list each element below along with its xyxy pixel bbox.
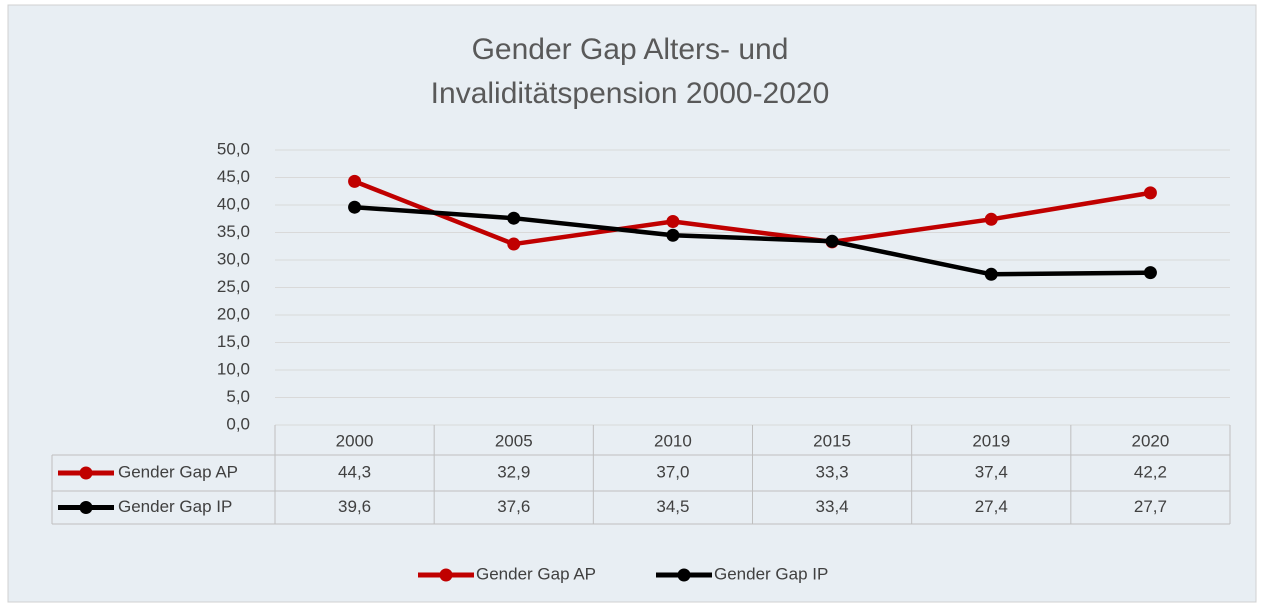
x-tick-label: 2019 (972, 431, 1010, 450)
y-tick-label: 25,0 (217, 277, 250, 296)
table-value: 39,6 (338, 497, 371, 516)
table-value: 42,2 (1134, 462, 1167, 481)
y-tick-label: 15,0 (217, 332, 250, 351)
legend-key (439, 568, 453, 582)
chart-background (7, 4, 1257, 603)
data-point (348, 200, 362, 214)
data-point (507, 211, 521, 225)
table-legend-key (79, 466, 93, 480)
data-point (666, 215, 680, 228)
table-row-label: Gender Gap AP (118, 462, 238, 481)
table-value: 27,7 (1134, 497, 1167, 516)
y-tick-label: 30,0 (217, 249, 250, 268)
data-point (1143, 186, 1157, 200)
x-tick-label: 2010 (654, 431, 692, 450)
legend-key (677, 568, 691, 582)
x-tick-label: 2005 (495, 431, 533, 450)
legend-label: Gender Gap AP (476, 564, 596, 583)
data-point (984, 267, 998, 281)
x-tick-label: 2000 (336, 431, 374, 450)
y-tick-label: 40,0 (217, 194, 250, 213)
table-value: 37,4 (975, 462, 1008, 481)
y-tick-label: 5,0 (226, 387, 250, 406)
data-point (984, 212, 998, 226)
data-point (666, 228, 680, 242)
table-value: 37,0 (656, 462, 689, 481)
x-tick-label: 2020 (1132, 431, 1170, 450)
y-tick-label: 35,0 (217, 222, 250, 241)
series-line (353, 179, 1151, 247)
y-tick-label: 45,0 (217, 167, 250, 186)
table-value: 37,6 (497, 497, 530, 516)
table-legend-key (79, 501, 93, 514)
y-tick-label: 10,0 (217, 359, 250, 378)
table-value: 34,5 (656, 497, 689, 516)
data-point (348, 174, 362, 188)
data-point (1143, 266, 1157, 280)
series-line (354, 204, 1151, 277)
table-value: 32,9 (497, 462, 530, 481)
legend-label: Gender Gap IP (714, 564, 828, 583)
table-value: 27,4 (975, 497, 1008, 516)
table-value: 33,4 (816, 497, 849, 516)
table-value: 33,3 (816, 462, 849, 481)
data-point (825, 234, 839, 248)
data-point (507, 237, 521, 251)
table-row-label: Gender Gap IP (118, 497, 232, 516)
y-tick-label: 20,0 (217, 304, 250, 323)
table-value: 44,3 (338, 462, 371, 481)
y-tick-label: 50,0 (217, 139, 250, 158)
x-tick-label: 2015 (813, 431, 851, 450)
chart-title: Gender Gap Alters- und Invaliditätspensi… (430, 33, 830, 110)
y-tick-label: 0,0 (226, 414, 250, 433)
